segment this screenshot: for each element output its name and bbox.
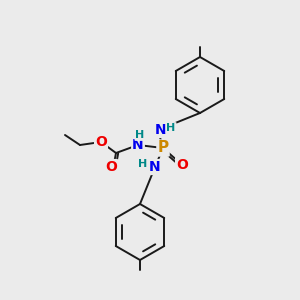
Text: O: O — [105, 160, 117, 174]
Text: N: N — [149, 160, 161, 174]
Text: H: H — [135, 130, 145, 140]
Text: O: O — [176, 158, 188, 172]
Text: H: H — [167, 123, 176, 133]
Text: N: N — [132, 138, 144, 152]
Text: N: N — [155, 123, 167, 137]
Text: H: H — [138, 159, 148, 169]
Text: O: O — [95, 135, 107, 149]
Text: P: P — [158, 140, 169, 155]
